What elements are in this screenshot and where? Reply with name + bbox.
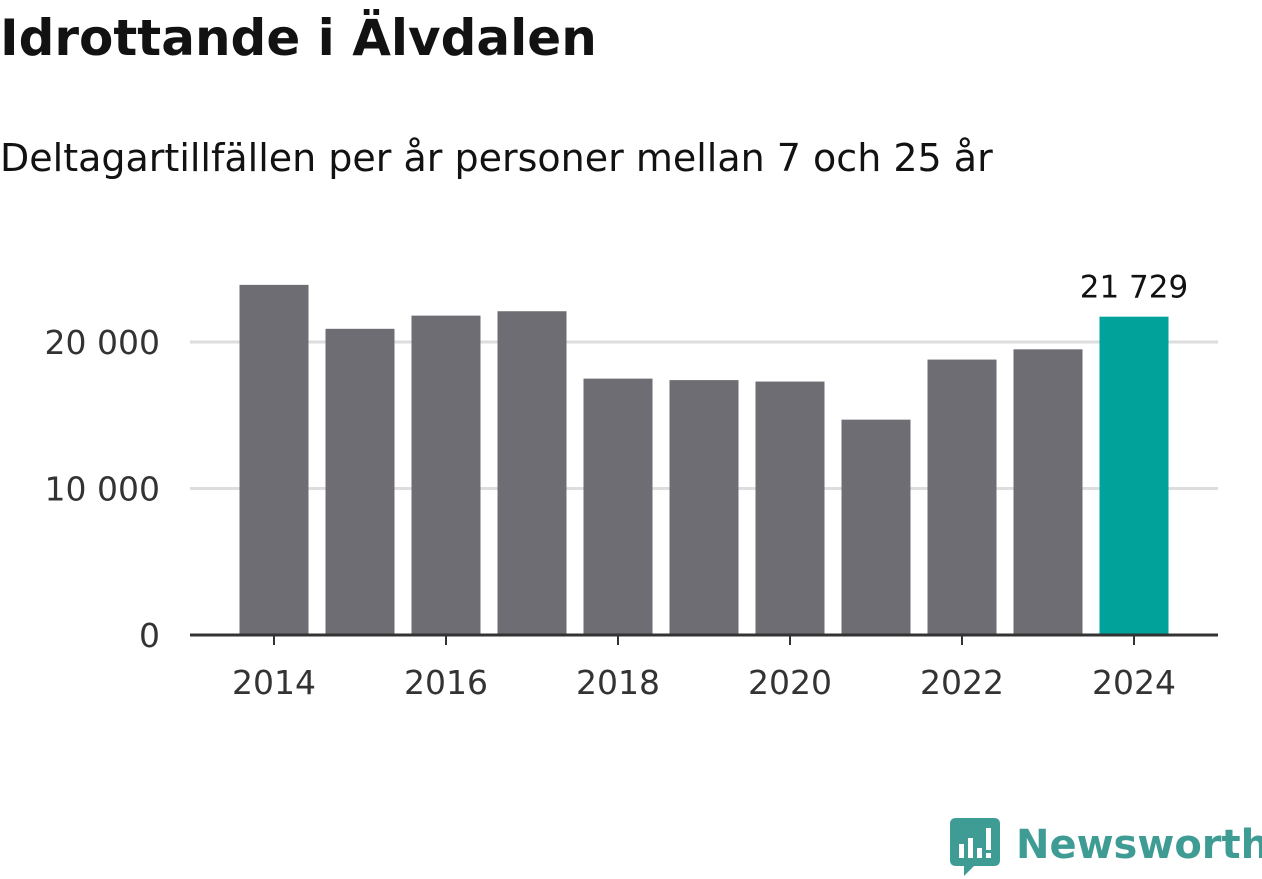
- bar-2015: [325, 328, 395, 635]
- x-tick-label: 2014: [232, 663, 316, 702]
- axes: [190, 633, 1218, 645]
- bar-2016: [411, 315, 481, 635]
- bar-2022: [927, 359, 997, 635]
- y-tick-label: 10 000: [45, 470, 160, 509]
- bar-2017: [497, 311, 567, 635]
- bars: [239, 284, 1169, 635]
- bar-2024: [1099, 316, 1169, 635]
- bar-2014: [239, 284, 309, 635]
- chart-subtitle: Deltagartillfällen per år personer mella…: [0, 136, 993, 180]
- bar-2021: [841, 419, 911, 635]
- chart-title: Idrottande i Älvdalen: [0, 9, 597, 67]
- x-tick-label: 2024: [1092, 663, 1176, 702]
- bar-2018: [583, 378, 653, 635]
- data-label-2024: 21 729: [1080, 270, 1188, 306]
- bar-2020: [755, 381, 825, 635]
- x-tick-label: 2016: [404, 663, 488, 702]
- bar-chart-speech-bubble-icon: [950, 818, 1000, 876]
- labels: 0 10 000 20 000 21 729 2014 2016 2018 2020 2022 2…: [45, 270, 1189, 702]
- bar-2023: [1013, 349, 1083, 635]
- newsworthy-logo: Newsworthy: [950, 818, 1262, 878]
- x-tick-label: 2018: [576, 663, 660, 702]
- x-tick-label: 2022: [920, 663, 1004, 702]
- x-tick-label: 2020: [748, 663, 832, 702]
- brand-name: Newsworthy: [1016, 822, 1262, 868]
- y-tick-label: 20 000: [45, 323, 160, 362]
- bar-2019: [669, 380, 739, 635]
- y-tick-label: 0: [139, 616, 160, 655]
